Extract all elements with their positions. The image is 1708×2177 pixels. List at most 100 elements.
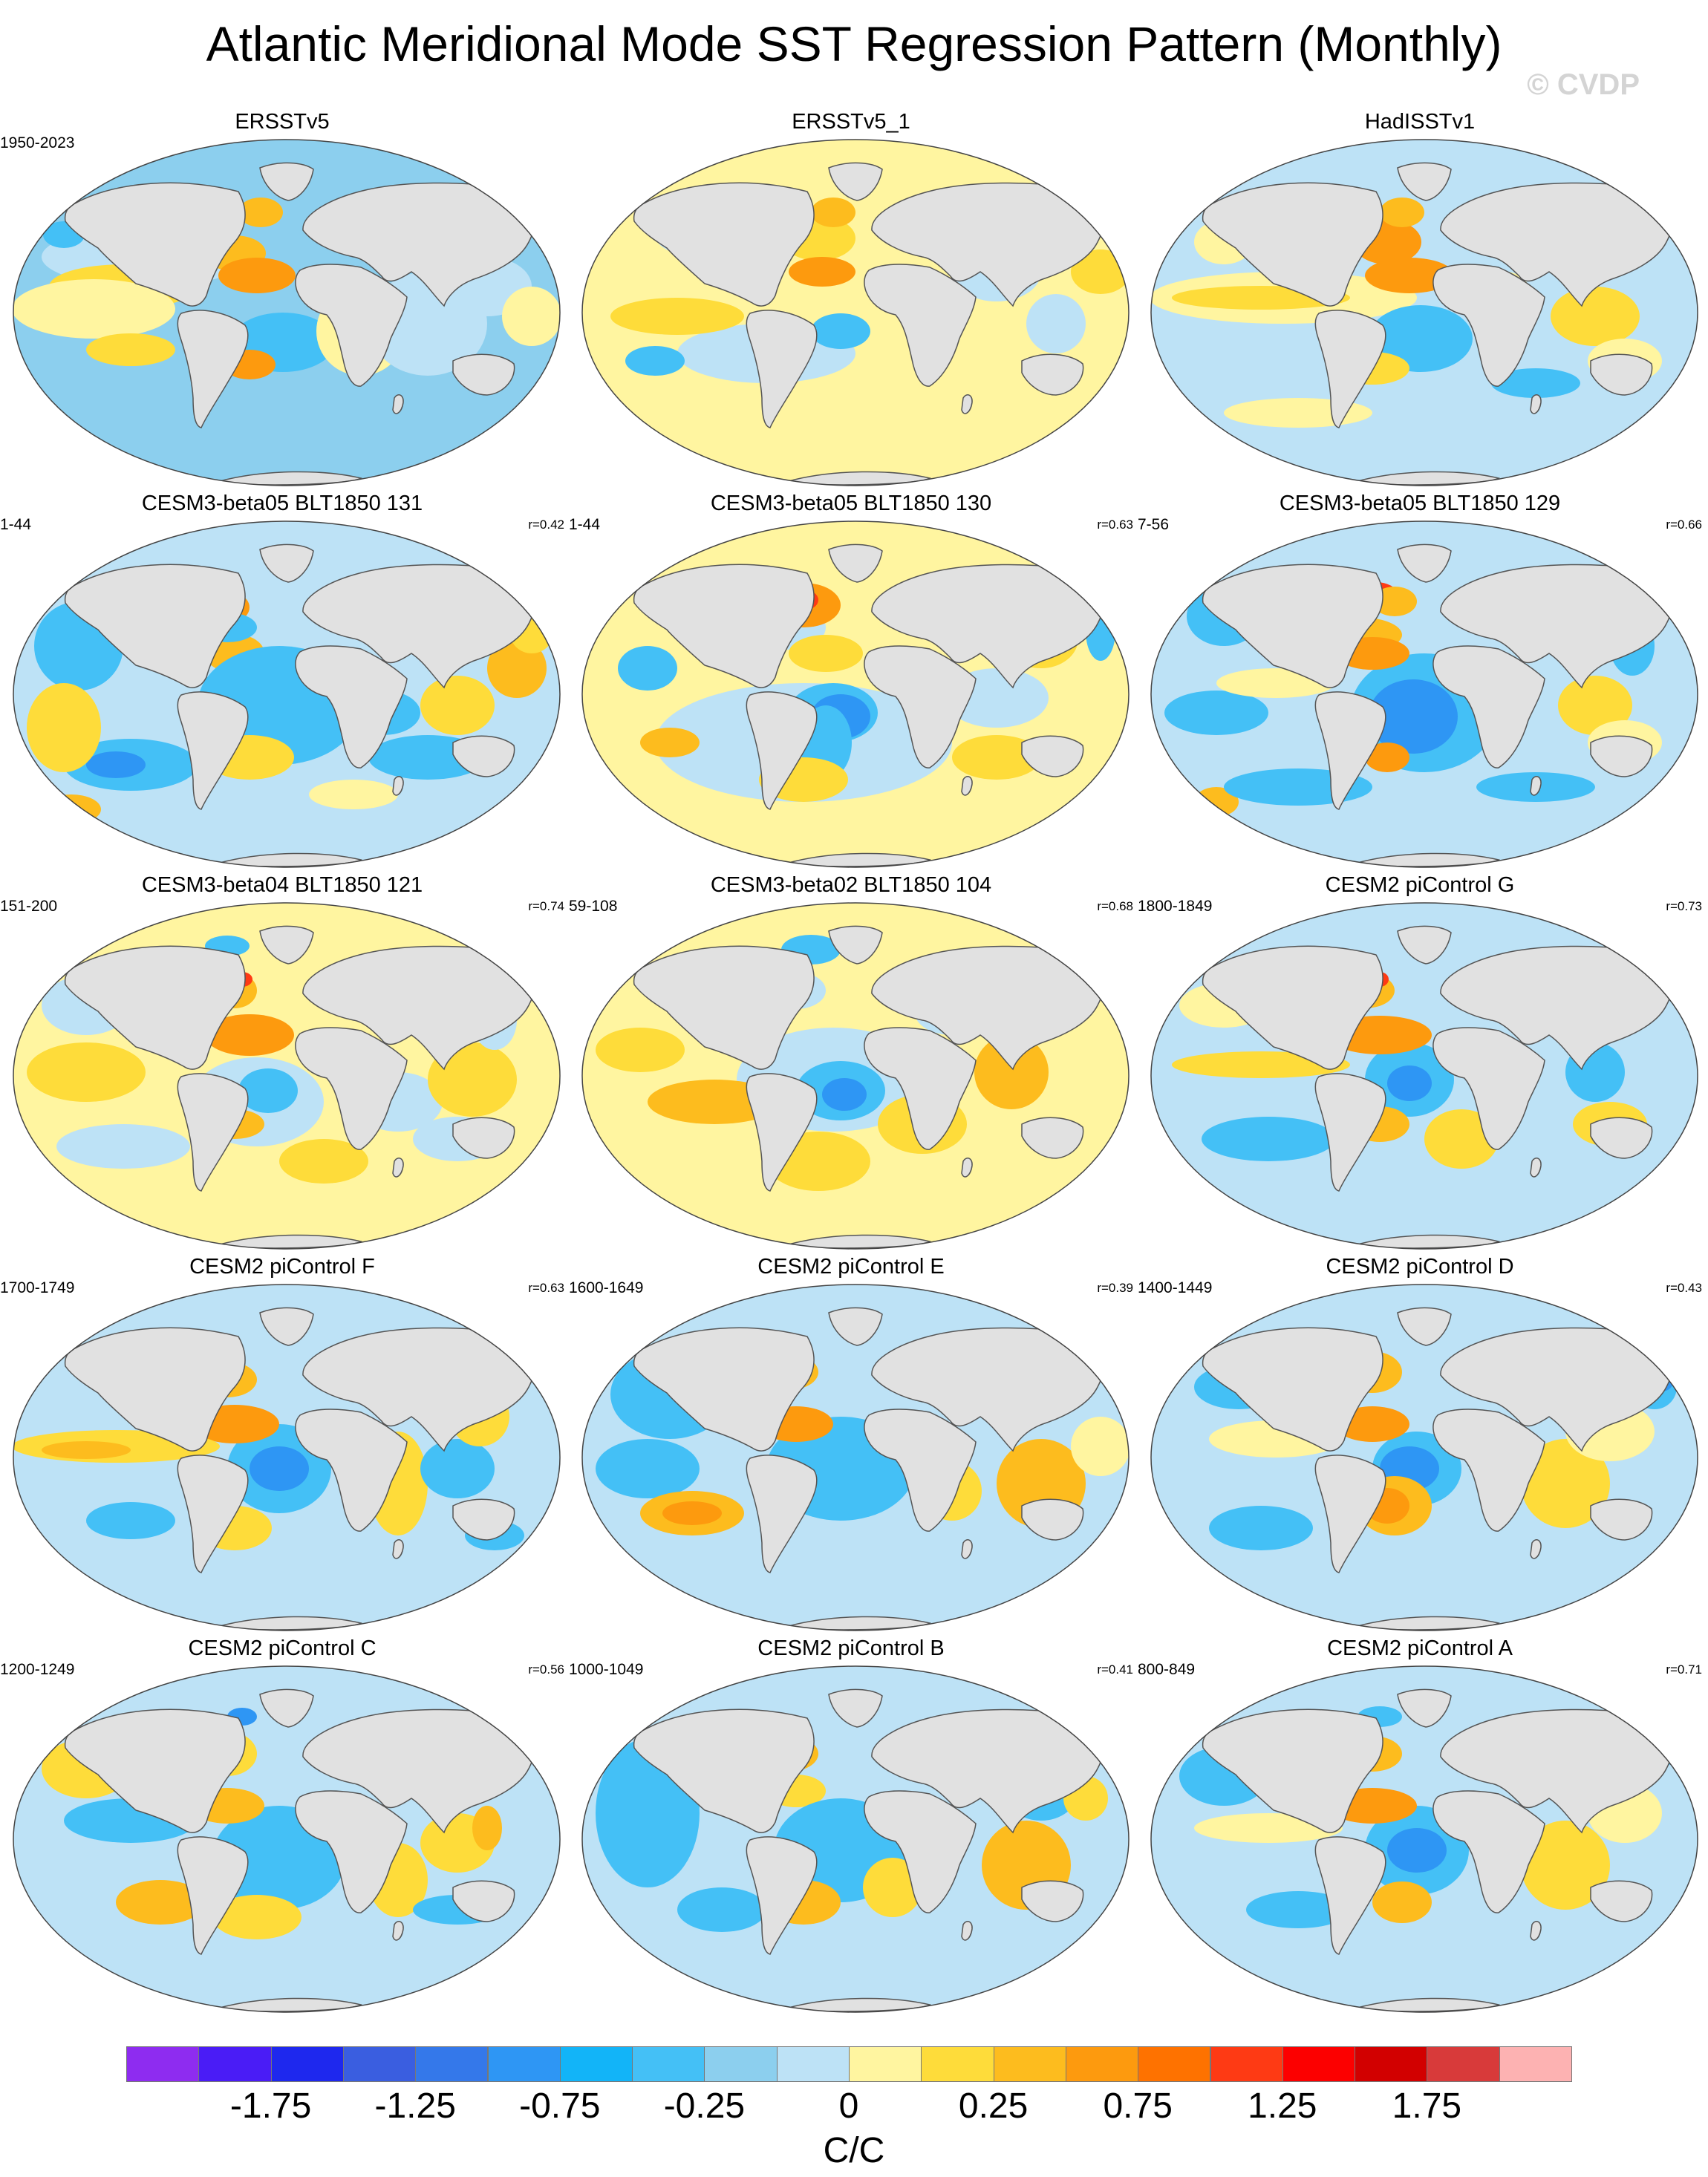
panel-pattern-correlation: r=0.42 (528, 518, 564, 532)
sst-anomaly-region (309, 780, 398, 809)
sst-anomaly-region (1521, 1821, 1610, 1910)
sst-anomaly-region (13, 279, 175, 339)
land-mass (295, 645, 408, 768)
land-mass (1314, 1073, 1386, 1192)
land-mass (1021, 735, 1084, 777)
land-mass (961, 394, 973, 414)
sst-anomaly-region (238, 1068, 298, 1113)
land-mass (452, 1498, 515, 1541)
land-mass (452, 735, 515, 777)
map-border (13, 902, 561, 1250)
land-mass (295, 1027, 408, 1150)
land-mass (961, 1539, 973, 1559)
map-border (581, 139, 1130, 486)
panel-pattern-correlation: r=0.39 (1097, 1281, 1133, 1295)
sst-anomaly-region (596, 1439, 700, 1498)
panel-title: ERSSTv5_1 (792, 110, 910, 134)
sst-regression-map (581, 520, 1130, 868)
land-mass (1021, 1498, 1084, 1541)
map-panel: CESM3-beta05 BLT1850 131 1-44 r=0.42 (0, 490, 564, 876)
land-mass (1590, 1498, 1653, 1541)
land-mass (1530, 776, 1542, 796)
colorbar-swatch (1282, 2046, 1356, 2082)
land-mass (864, 1409, 977, 1532)
land-mass (871, 564, 1104, 689)
land-mass (302, 1327, 535, 1452)
panel-pattern-correlation: r=0.66 (1666, 518, 1702, 532)
sst-anomaly-region (56, 1124, 190, 1169)
sst-anomaly-region (27, 1042, 146, 1102)
land-mass (864, 1027, 977, 1150)
land-mass (828, 1688, 883, 1728)
sst-anomaly-region (1380, 198, 1424, 227)
map-panel: CESM2 piControl E 1600-1649 r=0.39 (569, 1253, 1133, 1639)
land-mass (177, 1073, 249, 1192)
land-mass (259, 925, 314, 965)
panel-pattern-correlation: r=0.43 (1666, 1281, 1702, 1295)
sst-anomaly-region (952, 735, 1041, 780)
map-panel: HadISSTv1 (1138, 108, 1702, 495)
panel-period: 1600-1649 (569, 1279, 644, 1296)
land-mass (302, 1708, 535, 1834)
panel-title: CESM3-beta05 BLT1850 129 (1279, 492, 1561, 515)
sst-anomaly-region (1202, 1117, 1335, 1161)
panel-title: CESM3-beta04 BLT1850 121 (141, 873, 423, 897)
land-mass (177, 691, 249, 810)
sst-anomaly-region (42, 1441, 131, 1459)
colorbar-units: C/C (823, 2131, 885, 2170)
colorbar-tick-label: 0.75 (1103, 2086, 1173, 2126)
land-mass (1530, 1539, 1542, 1559)
land-mass (1432, 1409, 1545, 1532)
land-mass (1590, 1880, 1653, 1922)
sst-anomaly-region (1365, 742, 1409, 772)
land-mass (259, 1307, 314, 1346)
panel-period: 1800-1849 (1138, 898, 1213, 915)
land-mass (64, 1327, 246, 1452)
land-mass (871, 945, 1104, 1071)
map-panel: CESM3-beta05 BLT1850 129 7-56 r=0.66 (1138, 490, 1702, 876)
land-mass (1530, 1921, 1542, 1941)
colorbar-swatch (1355, 2046, 1428, 2082)
map-border (1150, 520, 1698, 868)
land-mass (1021, 1880, 1084, 1922)
land-mass (828, 925, 883, 965)
map-border (1150, 1665, 1698, 2013)
land-mass (746, 310, 818, 428)
sst-anomaly-region (218, 258, 296, 293)
colorbar-tick-label: 1.75 (1392, 2086, 1462, 2126)
panel-period: 59-108 (569, 898, 618, 915)
map-border (13, 1665, 561, 2013)
land-mass (392, 1539, 404, 1559)
sst-anomaly-region (212, 1895, 301, 1939)
sst-anomaly-region (789, 635, 863, 672)
page-title: Atlantic Meridional Mode SST Regression … (206, 16, 1502, 71)
map-border (581, 1665, 1130, 2013)
land-mass (633, 182, 815, 307)
map-border (1150, 1284, 1698, 1631)
sst-anomaly-region (677, 1887, 766, 1932)
sst-anomaly-region (1246, 1891, 1350, 1928)
land-mass (177, 310, 249, 428)
land-mass (452, 1117, 515, 1159)
sst-anomaly-region (27, 683, 101, 772)
sst-regression-map (1150, 1665, 1698, 2013)
land-mass (1432, 264, 1545, 387)
map-panel: CESM3-beta04 BLT1850 121 151-200 r=0.74 (0, 872, 564, 1258)
land-mass (746, 1836, 818, 1955)
sst-anomaly-region (116, 1880, 205, 1925)
land-mass (746, 1073, 818, 1192)
sst-anomaly-region (1164, 691, 1268, 735)
land-mass (633, 945, 815, 1070)
land-mass (1432, 1790, 1545, 1913)
sst-regression-map (1150, 1284, 1698, 1631)
land-mass (295, 1790, 408, 1913)
map-panel: CESM2 piControl B 1000-1049 r=0.41 (569, 1635, 1133, 2021)
watermark: © CVDP (1527, 68, 1640, 101)
land-mass (1440, 564, 1673, 689)
sst-anomaly-region (502, 287, 560, 346)
panel-title: CESM2 piControl D (1326, 1255, 1514, 1279)
sst-anomaly-region (420, 676, 495, 735)
colorbar-swatch (921, 2046, 994, 2082)
sst-regression-map (13, 902, 561, 1250)
land-mass (64, 182, 246, 307)
